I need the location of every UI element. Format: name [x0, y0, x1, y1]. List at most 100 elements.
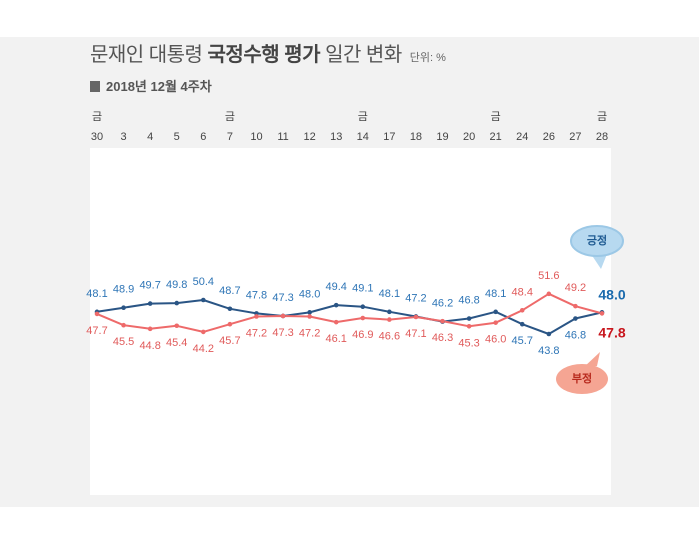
- subtitle-text: 2018년 12월 4주차: [106, 79, 212, 94]
- point-negative-14: [466, 323, 472, 329]
- title-bold: 국정수행 평가: [207, 44, 321, 66]
- value-label-negative-8: 47.2: [299, 327, 320, 339]
- value-label-positive-6: 47.8: [246, 289, 267, 301]
- day-label-17: 26: [543, 131, 555, 143]
- value-label-positive-13: 46.2: [432, 298, 453, 310]
- value-label-positive-4: 50.4: [193, 276, 214, 288]
- callout-positive-tail: [591, 254, 607, 269]
- value-label-positive-5: 48.7: [219, 285, 240, 297]
- point-positive-16: [519, 321, 525, 327]
- day-label-2: 4: [147, 131, 153, 143]
- day-label-15: 21: [490, 131, 502, 143]
- day-label-8: 12: [304, 131, 316, 143]
- chart-subtitle: 2018년 12월 4주차: [90, 78, 212, 96]
- value-label-positive-16: 45.7: [512, 335, 533, 347]
- day-label-14: 20: [463, 131, 475, 143]
- point-negative-6: [254, 314, 259, 319]
- day-label-18: 27: [569, 131, 581, 143]
- value-label-positive-15: 48.1: [485, 288, 506, 300]
- value-label-negative-17: 51.6: [538, 270, 559, 282]
- value-label-positive-19: 48.0: [598, 286, 625, 302]
- point-negative-12: [413, 314, 419, 320]
- day-label-1: 3: [121, 131, 127, 143]
- series-line-positive: [96, 299, 603, 335]
- point-negative-15: [493, 320, 498, 325]
- point-positive-3: [174, 300, 180, 306]
- value-label-positive-7: 47.3: [272, 292, 293, 304]
- point-positive-18: [573, 316, 578, 321]
- point-negative-2: [147, 326, 153, 332]
- point-negative-11: [387, 317, 392, 322]
- value-label-positive-14: 46.8: [458, 295, 479, 307]
- value-label-negative-1: 45.5: [113, 336, 134, 348]
- value-label-negative-3: 45.4: [166, 337, 187, 349]
- point-negative-3: [174, 323, 180, 329]
- value-label-positive-8: 48.0: [299, 288, 320, 300]
- callout-positive-bubble: [570, 225, 624, 257]
- day-label-11: 17: [383, 131, 395, 143]
- value-label-positive-17: 43.8: [538, 345, 559, 357]
- callout-negative-label: 부정: [572, 371, 592, 385]
- day-label-6: 10: [250, 131, 262, 143]
- point-positive-9: [333, 302, 339, 308]
- callout-positive: 긍정: [570, 225, 624, 269]
- weekday-label-5: 금: [225, 111, 235, 123]
- value-label-negative-0: 47.7: [86, 325, 107, 337]
- value-label-positive-10: 49.1: [352, 283, 373, 295]
- value-label-positive-12: 47.2: [405, 292, 426, 304]
- point-negative-8: [307, 314, 312, 319]
- point-negative-17: [546, 291, 552, 297]
- point-negative-19: [599, 311, 605, 316]
- point-negative-16: [519, 308, 525, 313]
- value-label-positive-11: 48.1: [379, 288, 400, 300]
- value-label-positive-1: 48.9: [113, 284, 134, 296]
- value-label-negative-15: 46.0: [485, 334, 506, 346]
- series-line-negative: [96, 292, 603, 333]
- callout-positive-label: 긍정: [587, 233, 607, 247]
- day-label-7: 11: [277, 131, 288, 143]
- point-negative-18: [573, 303, 578, 309]
- point-positive-10: [360, 304, 366, 309]
- callout-negative-bubble: [556, 364, 608, 394]
- x-axis-labels: 금 30 3 4 5 6 금 7 10 11 12 13 금 14 17 18 19 20 금 21 24 26 27 금 28: [91, 111, 608, 143]
- chart-title: 문재인 대통령 국정수행 평가 일간 변화 단위: %: [90, 41, 446, 69]
- point-negative-13: [440, 318, 445, 324]
- day-label-19: 28: [596, 131, 608, 143]
- callout-negative-tail: [583, 352, 600, 368]
- value-label-positive-0: 48.1: [86, 288, 107, 300]
- callout-negative: 부정: [556, 352, 608, 394]
- day-label-9: 13: [330, 131, 342, 143]
- point-positive-8: [307, 310, 312, 315]
- square-bullet-icon: [90, 81, 100, 92]
- value-label-positive-2: 49.7: [139, 280, 160, 292]
- value-label-negative-5: 45.7: [219, 335, 240, 347]
- point-positive-5: [227, 306, 233, 312]
- point-positive-11: [387, 309, 392, 315]
- value-label-negative-14: 45.3: [458, 337, 479, 349]
- value-label-negative-2: 44.8: [139, 340, 160, 352]
- value-label-negative-12: 47.1: [405, 328, 426, 340]
- point-negative-10: [360, 315, 366, 321]
- day-label-5: 7: [227, 131, 233, 143]
- point-negative-0: [94, 311, 100, 317]
- value-label-negative-13: 46.3: [432, 332, 453, 344]
- point-positive-17: [546, 331, 552, 337]
- point-positive-1: [121, 305, 126, 311]
- weekday-label-10: 금: [358, 111, 368, 123]
- point-negative-1: [121, 322, 126, 328]
- day-label-12: 18: [410, 131, 422, 143]
- value-label-positive-3: 49.8: [166, 279, 187, 291]
- point-negative-5: [227, 321, 233, 327]
- weekday-label-0: 금: [92, 111, 102, 123]
- weekday-label-19: 금: [597, 111, 607, 123]
- point-negative-9: [333, 319, 339, 325]
- value-label-positive-9: 49.4: [325, 281, 346, 293]
- title-prefix: 문재인 대통령: [90, 44, 203, 66]
- value-label-negative-16: 48.4: [512, 286, 533, 298]
- point-positive-2: [147, 301, 153, 306]
- value-label-negative-6: 47.2: [246, 327, 267, 339]
- day-label-13: 19: [436, 131, 448, 143]
- value-label-negative-7: 47.3: [272, 327, 293, 339]
- day-label-0: 30: [91, 131, 103, 143]
